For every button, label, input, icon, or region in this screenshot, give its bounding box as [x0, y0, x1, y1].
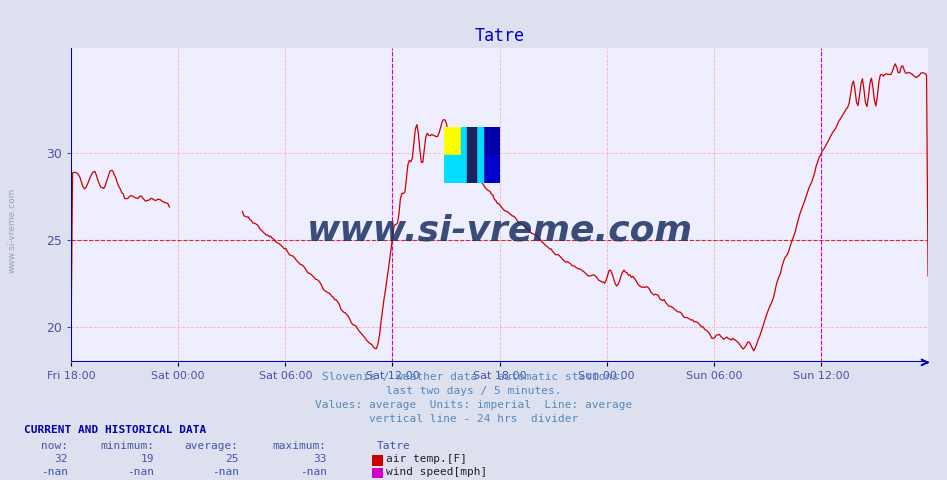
Text: 33: 33 — [313, 454, 327, 464]
Text: air temp.[F]: air temp.[F] — [386, 454, 468, 464]
Text: wind speed[mph]: wind speed[mph] — [386, 467, 488, 477]
Title: Tatre: Tatre — [474, 27, 525, 45]
Text: 32: 32 — [55, 454, 68, 464]
Text: minimum:: minimum: — [100, 441, 154, 451]
Text: now:: now: — [41, 441, 68, 451]
Bar — [444, 127, 472, 155]
Bar — [444, 155, 472, 183]
Text: -nan: -nan — [127, 467, 154, 477]
Text: -nan: -nan — [41, 467, 68, 477]
Polygon shape — [467, 127, 476, 183]
Bar — [472, 127, 500, 155]
Text: average:: average: — [185, 441, 239, 451]
Text: www.si-vreme.com: www.si-vreme.com — [307, 213, 692, 247]
Text: -nan: -nan — [211, 467, 239, 477]
Bar — [472, 155, 500, 183]
Text: 19: 19 — [141, 454, 154, 464]
Text: Tatre: Tatre — [377, 441, 411, 451]
Text: -nan: -nan — [299, 467, 327, 477]
Text: www.si-vreme.com: www.si-vreme.com — [8, 188, 17, 273]
Polygon shape — [460, 127, 483, 183]
Text: 25: 25 — [225, 454, 239, 464]
Text: CURRENT AND HISTORICAL DATA: CURRENT AND HISTORICAL DATA — [24, 425, 205, 435]
Text: maximum:: maximum: — [273, 441, 327, 451]
Text: Slovenia / weather data - automatic stations.
last two days / 5 minutes.
Values:: Slovenia / weather data - automatic stat… — [314, 372, 633, 424]
